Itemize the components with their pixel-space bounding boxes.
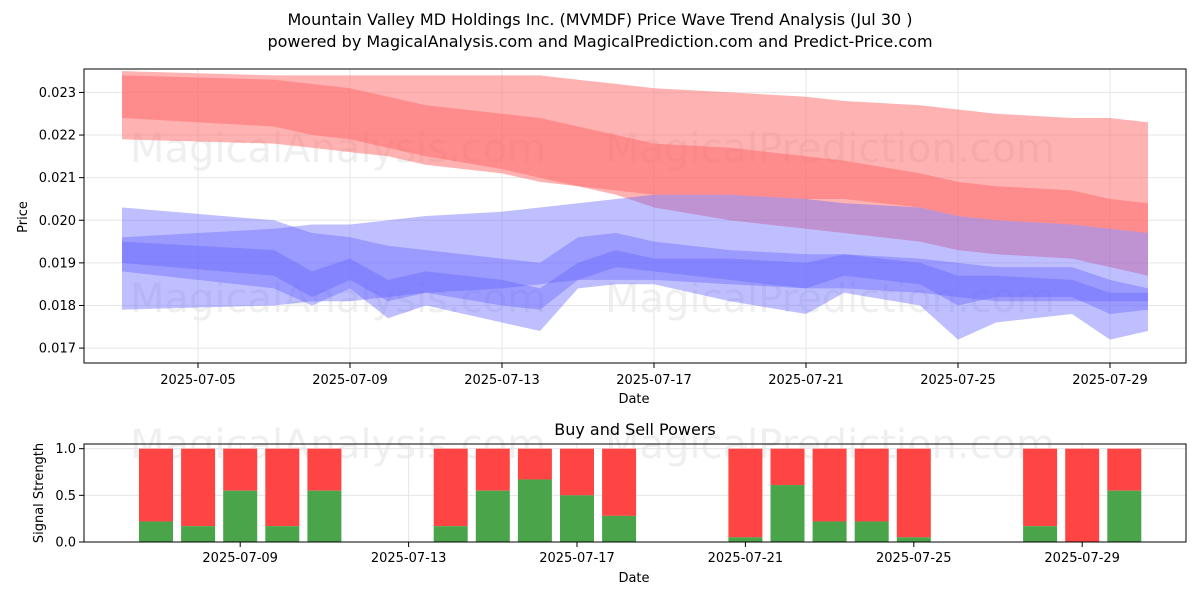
signal-x-tick-4: 2025-07-25 — [876, 551, 952, 566]
price-band-blue-2 — [122, 207, 1148, 340]
buy-bar-13 — [854, 521, 889, 542]
sell-bar-17 — [1107, 448, 1142, 491]
price-y-tick-5: 0.022 — [39, 129, 76, 144]
chart-subtitle: powered by MagicalAnalysis.com and Magic… — [267, 32, 933, 51]
price-y-tick-4: 0.021 — [39, 171, 76, 186]
signal-y-tick-1: 0.5 — [55, 489, 76, 504]
sell-bar-16 — [1065, 448, 1100, 542]
buy-bar-2 — [223, 490, 258, 542]
sell-bar-9 — [602, 448, 637, 516]
sell-bar-0 — [139, 448, 173, 522]
sell-bar-12 — [812, 448, 847, 522]
signal-x-tick-2: 2025-07-17 — [539, 551, 615, 566]
buy-bar-15 — [1023, 526, 1058, 542]
price-x-tick-6: 2025-07-29 — [1072, 373, 1148, 388]
buy-bar-10 — [728, 537, 763, 542]
price-band-red-1 — [122, 75, 1148, 276]
price-plot: 2025-07-05 2025-07-09 2025-07-13 2025-07-17… — [39, 68, 1187, 388]
price-y-tick-0: 0.017 — [39, 342, 76, 357]
signal-y-axis-label: Signal Strength — [32, 443, 47, 543]
price-x-tick-3: 2025-07-17 — [616, 373, 692, 388]
price-y-tick-1: 0.018 — [39, 299, 76, 314]
signal-x-axis-label: Date — [618, 571, 649, 586]
buy-bar-8 — [560, 495, 594, 542]
signal-x-tick-1: 2025-07-13 — [371, 551, 447, 566]
signal-x-tick-0: 2025-07-09 — [202, 551, 278, 566]
signal-x-tick-3: 2025-07-21 — [708, 551, 784, 566]
buy-bar-6 — [475, 490, 510, 542]
price-x-tick-0: 2025-07-05 — [160, 373, 236, 388]
buy-bar-3 — [265, 526, 300, 542]
sell-bar-11 — [770, 448, 805, 486]
buy-bar-17 — [1107, 490, 1142, 542]
buy-bar-7 — [517, 479, 552, 542]
price-y-tick-2: 0.019 — [39, 256, 76, 271]
price-plot-frame — [83, 68, 1187, 364]
price-y-tick-3: 0.020 — [39, 214, 76, 229]
chart-title: Mountain Valley MD Holdings Inc. (MVMDF)… — [287, 10, 913, 29]
sell-bar-8 — [560, 448, 594, 496]
sell-bar-13 — [854, 448, 889, 522]
sell-bar-6 — [475, 448, 510, 491]
sell-bar-14 — [896, 448, 931, 538]
price-x-tick-2: 2025-07-13 — [464, 373, 540, 388]
watermark-analysis-mid: MagicalAnalysis.com — [130, 276, 546, 322]
sell-bar-10 — [728, 448, 763, 538]
signal-chart-title: Buy and Sell Powers — [554, 420, 716, 439]
buy-bar-11 — [770, 485, 805, 542]
signal-x-tick-5: 2025-07-29 — [1044, 551, 1120, 566]
buy-bar-5 — [433, 526, 468, 542]
sell-bar-2 — [223, 448, 258, 491]
watermark-layer: MagicalAnalysis.com MagicalPrediction.co… — [130, 126, 1055, 468]
price-band-blue-4 — [122, 241, 1148, 314]
price-x-tick-4: 2025-07-21 — [768, 373, 844, 388]
buy-bar-12 — [812, 521, 847, 542]
price-y-axis-label: Price — [16, 201, 31, 233]
watermark-prediction-mid: MagicalPrediction.com — [605, 276, 1055, 322]
price-y-tick-6: 0.023 — [39, 86, 76, 101]
sell-bar-3 — [265, 448, 300, 527]
buy-bar-4 — [307, 490, 342, 542]
signal-y-tick-0: 0.0 — [55, 536, 76, 551]
sell-bar-1 — [181, 448, 216, 527]
sell-bar-5 — [433, 448, 468, 527]
price-bands — [122, 71, 1148, 340]
buy-bar-1 — [181, 526, 216, 542]
sell-bar-15 — [1023, 448, 1058, 527]
price-x-tick-5: 2025-07-25 — [920, 373, 996, 388]
signal-y-tick-2: 1.0 — [55, 442, 76, 457]
buy-bar-0 — [139, 521, 173, 542]
sell-bar-7 — [517, 448, 552, 480]
price-x-tick-1: 2025-07-09 — [312, 373, 388, 388]
price-x-axis-label: Date — [618, 392, 649, 407]
sell-bar-4 — [307, 448, 342, 491]
signal-plot-frame — [83, 443, 1187, 543]
buy-bar-14 — [896, 537, 931, 542]
buy-bar-9 — [602, 515, 637, 542]
signal-plot: 2025-07-09 2025-07-13 2025-07-17 2025-07-21… — [55, 442, 1187, 566]
price-band-blue-3 — [122, 194, 1148, 310]
